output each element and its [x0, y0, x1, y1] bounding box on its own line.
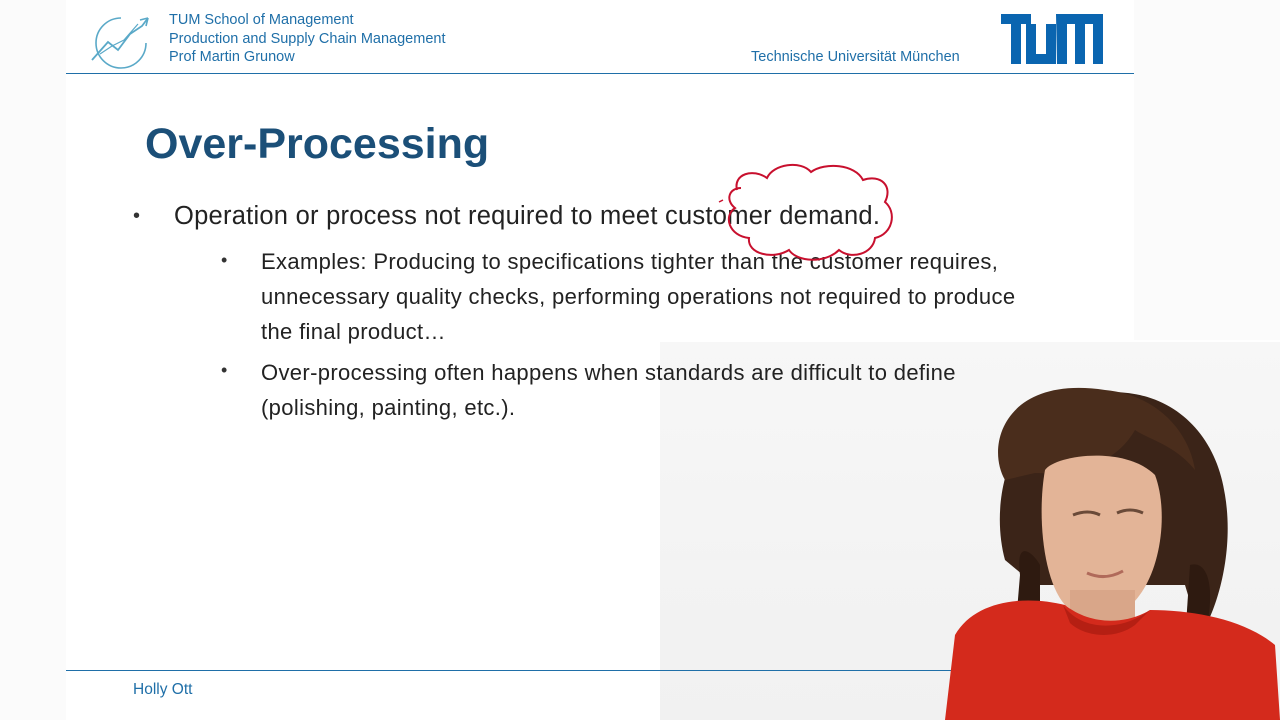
bullet-icon: • [221, 250, 228, 270]
presenter-name: Holly Ott [133, 681, 193, 698]
header-divider [66, 73, 1134, 74]
bullet-icon: • [133, 205, 141, 227]
sub-bullet-text: Examples: Producing to specifications ti… [261, 249, 1016, 344]
chart-arrow-emblem-icon [91, 17, 149, 69]
university-name: Technische Universität München [751, 49, 960, 65]
slide-title: Over-Processing [145, 120, 490, 168]
sub-bullet-text: Over-processing often happens when stand… [261, 360, 956, 420]
video-right-margin [1134, 0, 1280, 340]
presenter-video-feed [945, 387, 1280, 720]
main-bullet-text: Operation or process not required to mee… [174, 202, 881, 230]
pen-annotation-cloud [718, 163, 893, 261]
tum-logo-icon [1001, 14, 1103, 64]
slide-header: TUM School of Management Production and … [66, 0, 1134, 74]
school-name: TUM School of Management [169, 12, 354, 28]
video-left-margin [0, 0, 66, 720]
bullet-icon: • [221, 360, 228, 380]
professor-name: Prof Martin Grunow [169, 49, 295, 65]
footer-divider [66, 670, 1134, 671]
chair-name: Production and Supply Chain Management [169, 31, 446, 47]
